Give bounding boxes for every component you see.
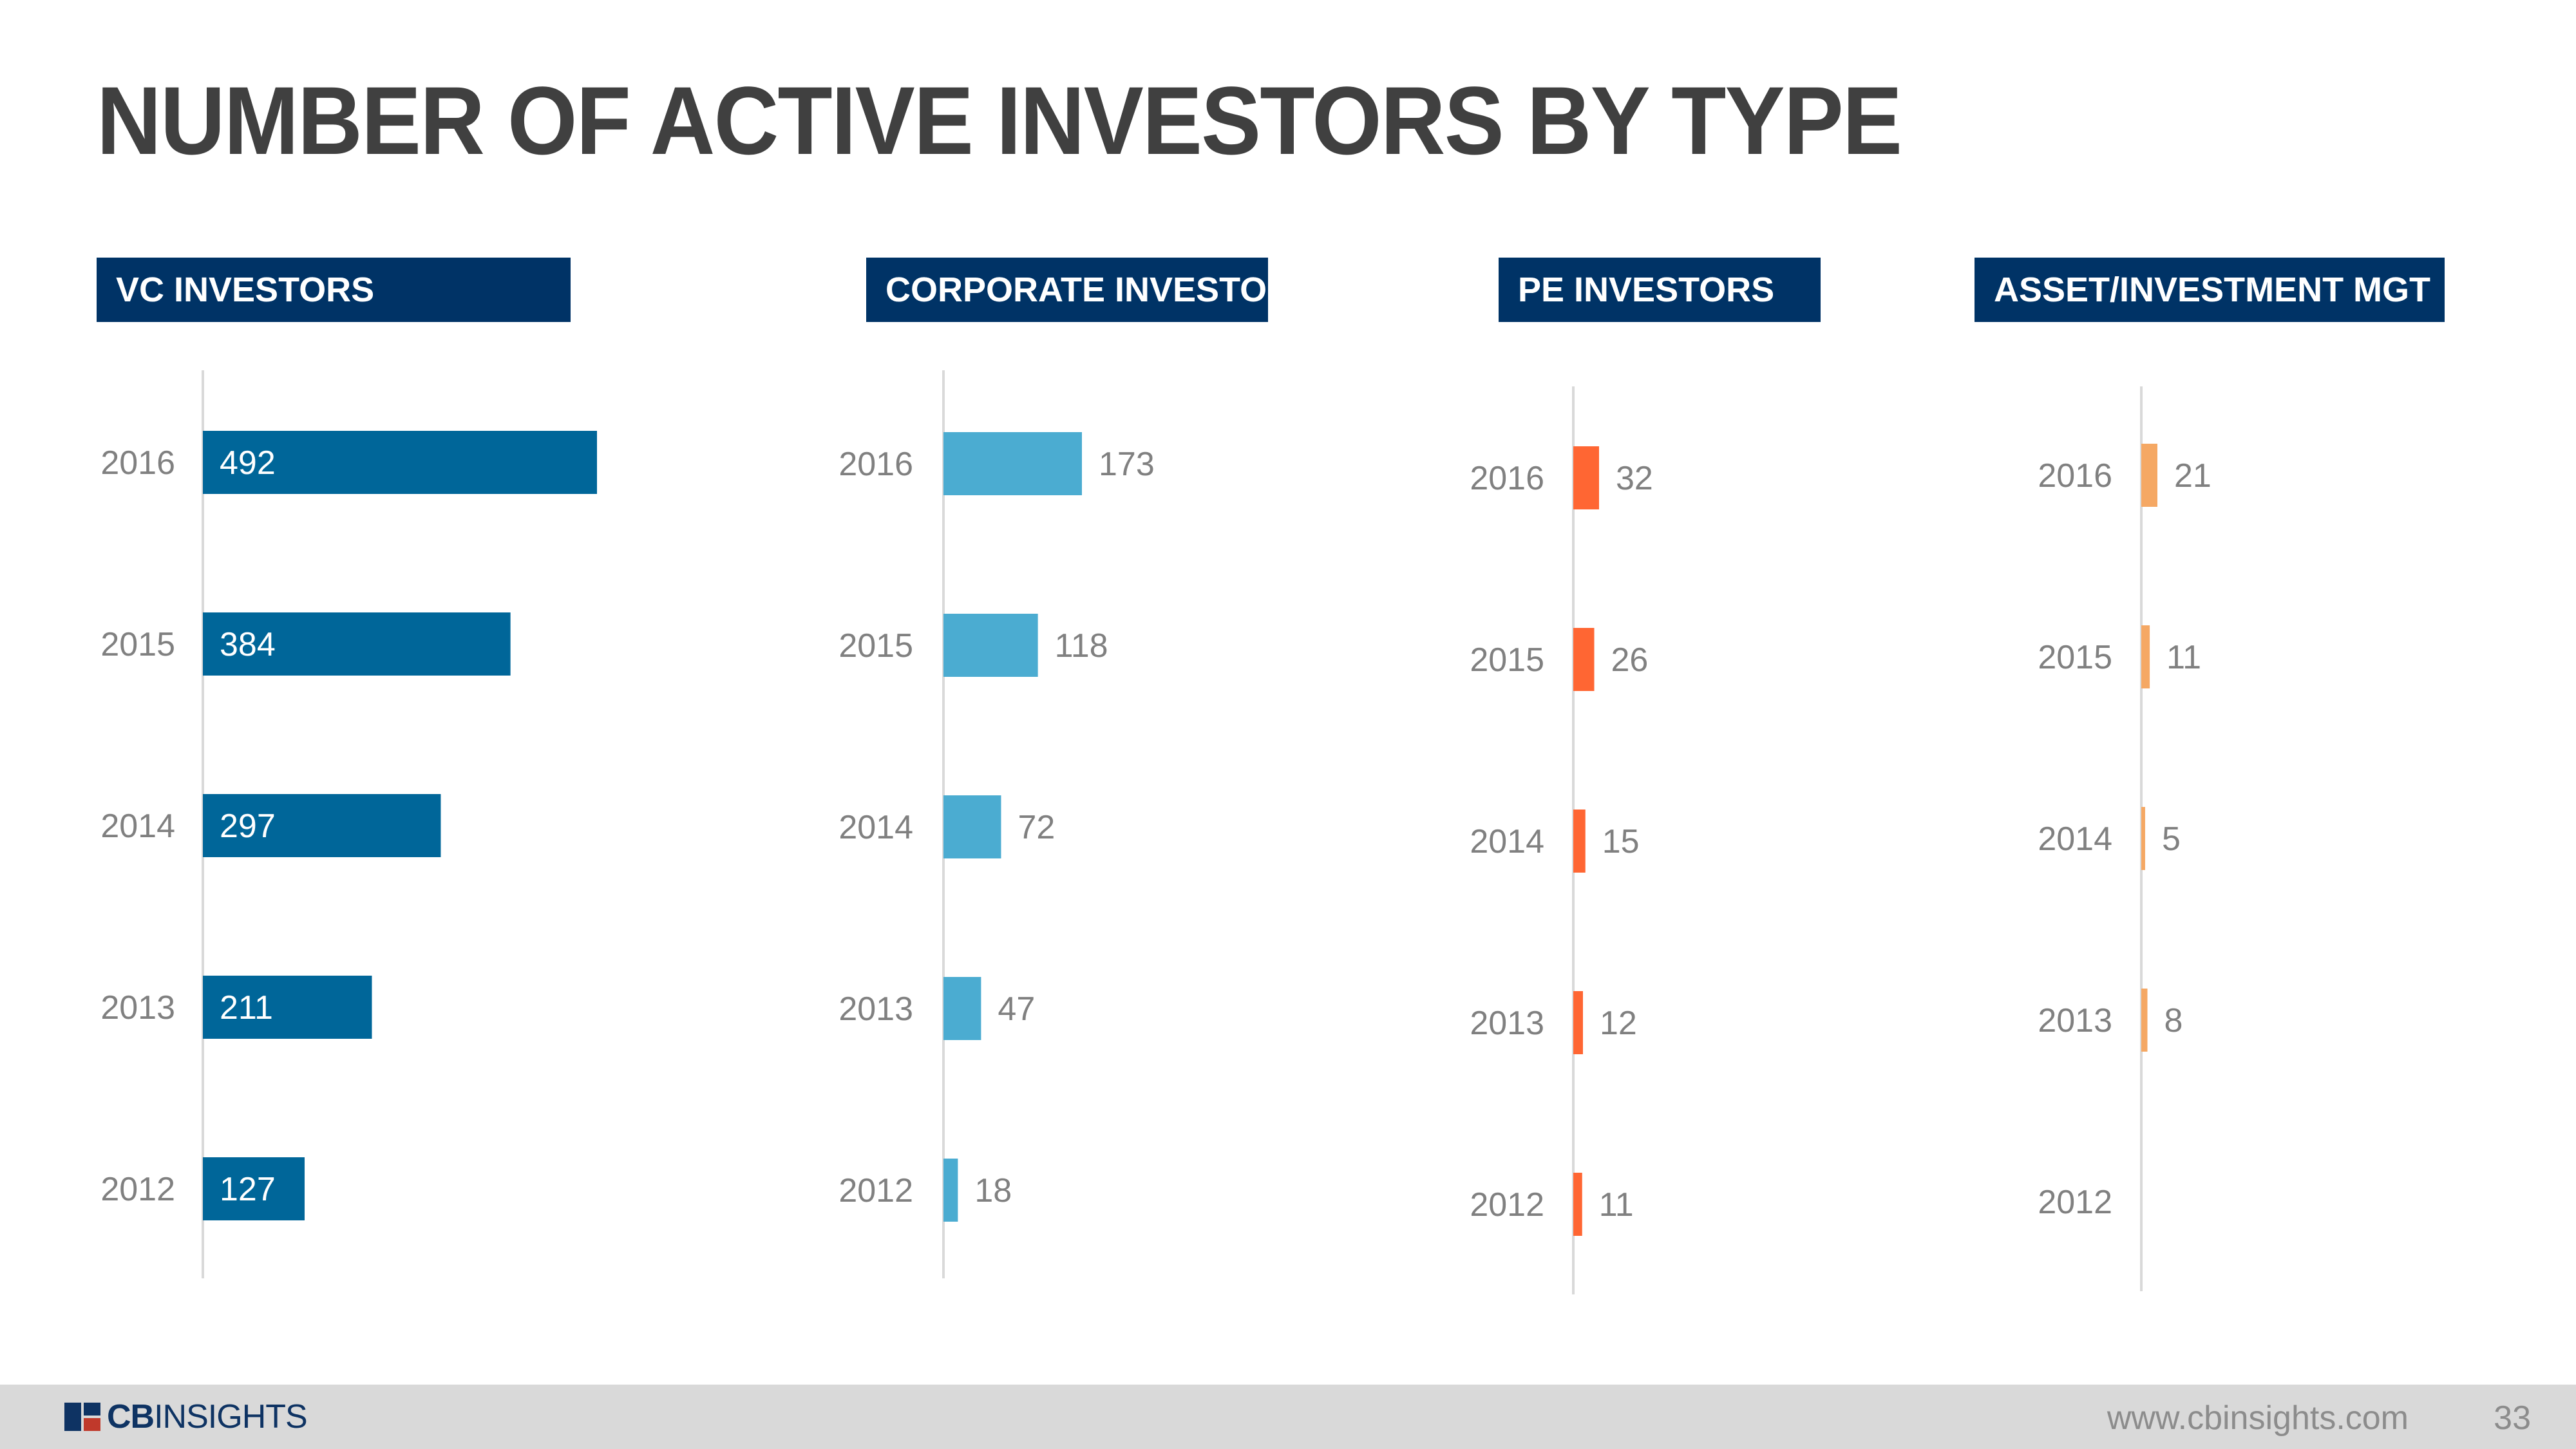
value-label: 127	[220, 1171, 276, 1208]
value-label: 297	[220, 808, 276, 845]
value-label: 173	[1099, 446, 1155, 483]
value-label: 15	[1602, 823, 1640, 860]
value-label: 11	[1599, 1186, 1634, 1224]
bar	[2141, 989, 2148, 1052]
chart-vc-investors: 2016 492 2015 384 2014 297 2013 211 2012 127	[100, 370, 597, 1278]
footer: CB INSIGHTS www.cbinsights.com 33	[0, 1385, 2576, 1449]
bar	[203, 431, 597, 494]
bar	[203, 1157, 305, 1220]
bar	[943, 977, 981, 1040]
bar	[943, 614, 1038, 677]
year-label: 2013	[838, 990, 913, 1028]
value-label: 26	[1611, 641, 1649, 679]
year-label: 2016	[100, 444, 175, 482]
value-label: 8	[2164, 1002, 2183, 1039]
year-label: 2016	[1470, 460, 1544, 497]
value-label: 492	[220, 444, 276, 482]
year-label: 2012	[100, 1171, 175, 1208]
chart-pe-investors: 2016 32 2015 26 2014 15 2013 12 2012 11	[1470, 386, 1653, 1294]
bar	[203, 976, 372, 1039]
year-label: 2013	[100, 989, 175, 1027]
year-label: 2015	[838, 627, 913, 665]
year-label: 2016	[838, 446, 913, 483]
bar	[1573, 628, 1595, 691]
value-label: 211	[220, 989, 273, 1027]
year-label: 2014	[2038, 820, 2112, 858]
logo-text: INSIGHTS	[154, 1398, 308, 1435]
year-label: 2012	[838, 1172, 913, 1209]
bar	[2141, 807, 2145, 870]
chart-asset-investment-mgt: 2016 21 2015 11 2014 5 2013 8 2012	[2038, 386, 2211, 1291]
header-vc-investors: VC INVESTORS	[97, 258, 571, 322]
header-asset-investment-mgt: ASSET/INVESTMENT MGT	[1975, 258, 2445, 322]
value-label: 21	[2174, 457, 2211, 495]
value-label: 72	[1018, 809, 1055, 846]
page-title: NUMBER OF ACTIVE INVESTORS BY TYPE	[97, 66, 1902, 175]
bar	[203, 612, 511, 676]
year-label: 2016	[2038, 457, 2112, 495]
header-pe-investors: PE INVESTORS	[1499, 258, 1821, 322]
header-corporate-investors: CORPORATE INVESTORS	[866, 258, 1315, 322]
value-label: 118	[1055, 627, 1108, 665]
value-label: 47	[998, 990, 1035, 1028]
charts-canvas: 2016 492 2015 384 2014 297 2013 211 2012 127 2016…	[100, 370, 2211, 1294]
year-label: 2015	[2038, 639, 2112, 676]
cbinsights-logo: CB INSIGHTS	[64, 1398, 308, 1435]
bar	[2141, 444, 2157, 507]
value-label: 32	[1616, 460, 1653, 497]
bar	[1573, 810, 1586, 873]
year-label: 2015	[1470, 641, 1544, 679]
year-label: 2012	[2038, 1184, 2112, 1221]
bar	[1573, 446, 1599, 509]
bar	[943, 1159, 958, 1222]
year-label: 2013	[1470, 1005, 1544, 1042]
year-label: 2013	[2038, 1002, 2112, 1039]
logo-mark	[64, 1403, 100, 1431]
value-label: 11	[2166, 639, 2201, 676]
bar	[943, 432, 1082, 495]
page-number: 33	[2494, 1399, 2531, 1437]
value-label: 384	[220, 626, 276, 663]
year-label: 2014	[838, 809, 913, 846]
year-label: 2012	[1470, 1186, 1544, 1224]
value-label: 18	[974, 1172, 1012, 1209]
bar	[203, 794, 441, 857]
year-label: 2015	[100, 626, 175, 663]
chart-corporate-investors: 2016 173 2015 118 2014 72 2013 47 2012 18	[838, 370, 1155, 1278]
bar	[943, 795, 1001, 858]
value-label: 5	[2162, 820, 2181, 858]
logo-text-bold: CB	[107, 1398, 155, 1435]
value-label: 12	[1600, 1005, 1637, 1042]
bar	[1573, 991, 1583, 1054]
year-label: 2014	[100, 808, 175, 845]
bar	[2141, 625, 2150, 688]
bar	[1573, 1173, 1582, 1236]
year-label: 2014	[1470, 823, 1544, 860]
footer-url: www.cbinsights.com	[2107, 1399, 2409, 1437]
